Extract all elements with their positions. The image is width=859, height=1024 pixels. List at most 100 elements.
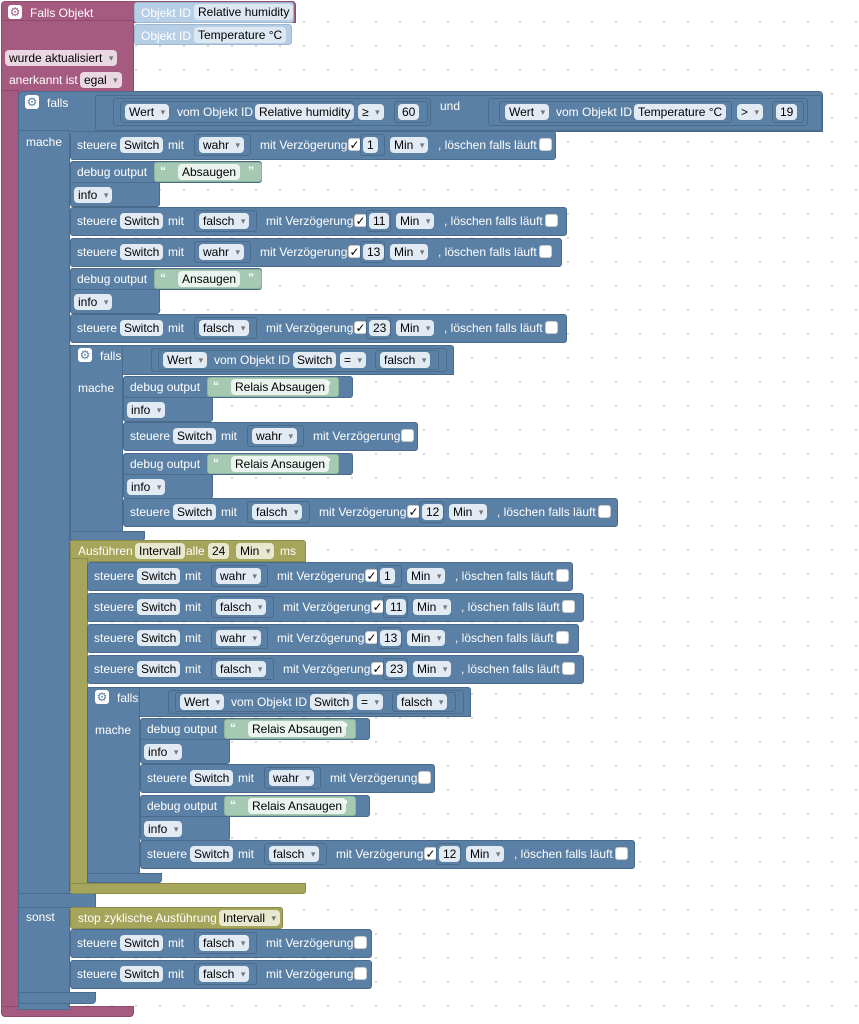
then-ctrl-4-unit[interactable]: Min: [396, 320, 435, 336]
ack-dropdown[interactable]: egal: [80, 72, 122, 88]
then-debug-2-level[interactable]: info: [74, 294, 113, 310]
loop-if-ctrl-1-bool[interactable]: wahr: [269, 770, 315, 786]
object-id-value-1[interactable]: Relative humidity: [194, 4, 294, 20]
loop-ctrl-3-delay-checkbox[interactable]: ✓: [365, 631, 378, 645]
operator-ge-dropdown[interactable]: ≥: [358, 104, 384, 120]
then-ctrl-4-clear-checkbox[interactable]: [545, 321, 558, 334]
loop-if-gear-icon[interactable]: ⚙: [95, 690, 109, 704]
interval-name[interactable]: Intervall: [135, 543, 186, 559]
interval-value[interactable]: 24: [208, 543, 230, 559]
then-if-bool[interactable]: falsch: [380, 352, 431, 368]
then-ctrl-2-bool[interactable]: falsch: [199, 213, 250, 229]
then-ctrl-2-clear-checkbox[interactable]: [545, 214, 558, 227]
then-if-ctrl-1-delay-checkbox[interactable]: [401, 429, 414, 442]
loop-if-ctrl-2-delay-value[interactable]: 12: [439, 846, 461, 862]
loop-if-debug-a-level[interactable]: info: [144, 744, 183, 760]
loop-ctrl-1[interactable]: [87, 562, 573, 591]
else-ctrl-2-delay-checkbox[interactable]: [354, 967, 367, 980]
loop-ctrl-4-switch[interactable]: Switch: [137, 661, 181, 677]
then-ctrl-1-switch[interactable]: Switch: [120, 137, 164, 153]
loop-if-op[interactable]: =: [357, 694, 384, 710]
then-if-ctrl-2-delay-value[interactable]: 12: [422, 504, 444, 520]
loop-if-ctrl-2-clear-checkbox[interactable]: [615, 847, 628, 860]
then-ctrl-3-clear-checkbox[interactable]: [539, 245, 552, 258]
then-debug-1-level[interactable]: info: [74, 187, 113, 203]
loop-ctrl-4-clear-checkbox[interactable]: [562, 662, 575, 675]
then-ctrl-3-unit[interactable]: Min: [390, 244, 429, 260]
then-if-ctrl-2-clear-checkbox[interactable]: [598, 505, 611, 518]
loop-ctrl-2-clear-checkbox[interactable]: [562, 600, 575, 613]
loop-if-ctrl-2-unit[interactable]: Min: [466, 846, 505, 862]
else-ctrl-1-delay-checkbox[interactable]: [354, 936, 367, 949]
value-type-dropdown-2[interactable]: Wert: [505, 104, 550, 120]
then-if-gear-icon[interactable]: ⚙: [78, 348, 92, 362]
then-ctrl-1-delay-value[interactable]: 1: [363, 137, 378, 153]
loop-if-switch[interactable]: Switch: [310, 694, 354, 710]
loop-ctrl-2-delay-value[interactable]: 11: [386, 599, 407, 615]
then-if-wert[interactable]: Wert: [163, 352, 208, 368]
loop-if-debug-a-text[interactable]: Relais Absaugen: [248, 721, 347, 737]
loop-ctrl-3-bool[interactable]: wahr: [216, 630, 262, 646]
loop-ctrl-1-switch[interactable]: Switch: [137, 568, 181, 584]
loop-ctrl-1-delay-value[interactable]: 1: [380, 568, 395, 584]
then-if-debug-a-level[interactable]: info: [127, 402, 166, 418]
loop-if-wert[interactable]: Wert: [180, 694, 225, 710]
then-debug-1-text[interactable]: Absaugen: [178, 164, 241, 180]
loop-if-ctrl-1-delay-checkbox[interactable]: [418, 771, 431, 784]
then-ctrl-3-switch[interactable]: Switch: [120, 244, 164, 260]
then-ctrl-1-unit[interactable]: Min: [390, 137, 429, 153]
then-ctrl-4-bool[interactable]: falsch: [199, 320, 250, 336]
loop-ctrl-2-switch[interactable]: Switch: [137, 599, 181, 615]
loop-ctrl-3-clear-checkbox[interactable]: [556, 631, 569, 644]
loop-if-bool[interactable]: falsch: [397, 694, 448, 710]
then-ctrl-3-delay-checkbox[interactable]: ✓: [348, 245, 361, 259]
then-debug-2-text[interactable]: Ansaugen: [178, 271, 241, 287]
temperature-threshold[interactable]: 19: [776, 104, 798, 120]
then-ctrl-2-switch[interactable]: Switch: [120, 213, 164, 229]
then-ctrl-2-unit[interactable]: Min: [396, 213, 435, 229]
stop-interval-name[interactable]: Intervall: [219, 910, 281, 926]
then-if-debug-a-text[interactable]: Relais Absaugen: [231, 379, 330, 395]
then-if-op[interactable]: =: [340, 352, 367, 368]
then-ctrl-3-delay-value[interactable]: 13: [363, 244, 385, 260]
then-if-ctrl-1-switch[interactable]: Switch: [173, 428, 217, 444]
then-if-debug-b-level[interactable]: info: [127, 479, 166, 495]
then-if-switch[interactable]: Switch: [293, 352, 337, 368]
loop-ctrl-3-unit[interactable]: Min: [407, 630, 446, 646]
then-if-ctrl-2-switch[interactable]: Switch: [173, 504, 217, 520]
else-ctrl-2-switch[interactable]: Switch: [120, 966, 164, 982]
interval-unit[interactable]: Min: [236, 543, 275, 559]
loop-if-ctrl-2-switch[interactable]: Switch: [190, 846, 234, 862]
loop-if-ctrl-1-switch[interactable]: Switch: [190, 770, 234, 786]
loop-ctrl-1-bool[interactable]: wahr: [216, 568, 262, 584]
loop-ctrl-4-delay-value[interactable]: 23: [386, 661, 408, 677]
then-ctrl-4-delay-value[interactable]: 23: [369, 320, 391, 336]
loop-ctrl-3-delay-value[interactable]: 13: [380, 630, 402, 646]
else-ctrl-1-switch[interactable]: Switch: [120, 935, 164, 951]
then-ctrl-3-bool[interactable]: wahr: [199, 244, 245, 260]
temperature-id-field[interactable]: Temperature °C: [634, 104, 727, 120]
if-settings-gear-icon[interactable]: ⚙: [25, 95, 39, 109]
then-ctrl-1-bool[interactable]: wahr: [199, 137, 245, 153]
trigger-event-dropdown[interactable]: wurde aktualisiert: [5, 50, 118, 66]
loop-ctrl-2-bool[interactable]: falsch: [216, 599, 267, 615]
then-ctrl-1-clear-checkbox[interactable]: [539, 138, 552, 151]
loop-if-ctrl-2-bool[interactable]: falsch: [269, 846, 320, 862]
then-ctrl-4-switch[interactable]: Switch: [120, 320, 164, 336]
loop-ctrl-1-unit[interactable]: Min: [407, 568, 446, 584]
loop-ctrl-4-bool[interactable]: falsch: [216, 661, 267, 677]
humidity-id-field[interactable]: Relative humidity: [255, 104, 355, 120]
then-if-debug-b-text[interactable]: Relais Ansaugen: [231, 456, 330, 472]
operator-gt-dropdown[interactable]: >: [737, 104, 764, 120]
loop-ctrl-4-unit[interactable]: Min: [413, 661, 452, 677]
value-type-dropdown[interactable]: Wert: [125, 104, 170, 120]
then-if-ctrl-1-bool[interactable]: wahr: [252, 428, 298, 444]
then-if-ctrl-2-unit[interactable]: Min: [449, 504, 488, 520]
then-ctrl-2-delay-value[interactable]: 11: [369, 213, 390, 229]
loop-ctrl-3-switch[interactable]: Switch: [137, 630, 181, 646]
settings-gear-icon[interactable]: ⚙: [8, 5, 22, 19]
then-if-ctrl-2-bool[interactable]: falsch: [252, 504, 303, 520]
then-ctrl-4-delay-checkbox[interactable]: ✓: [354, 321, 367, 335]
else-ctrl-2-bool[interactable]: falsch: [199, 966, 250, 982]
else-ctrl-1-bool[interactable]: falsch: [199, 935, 250, 951]
